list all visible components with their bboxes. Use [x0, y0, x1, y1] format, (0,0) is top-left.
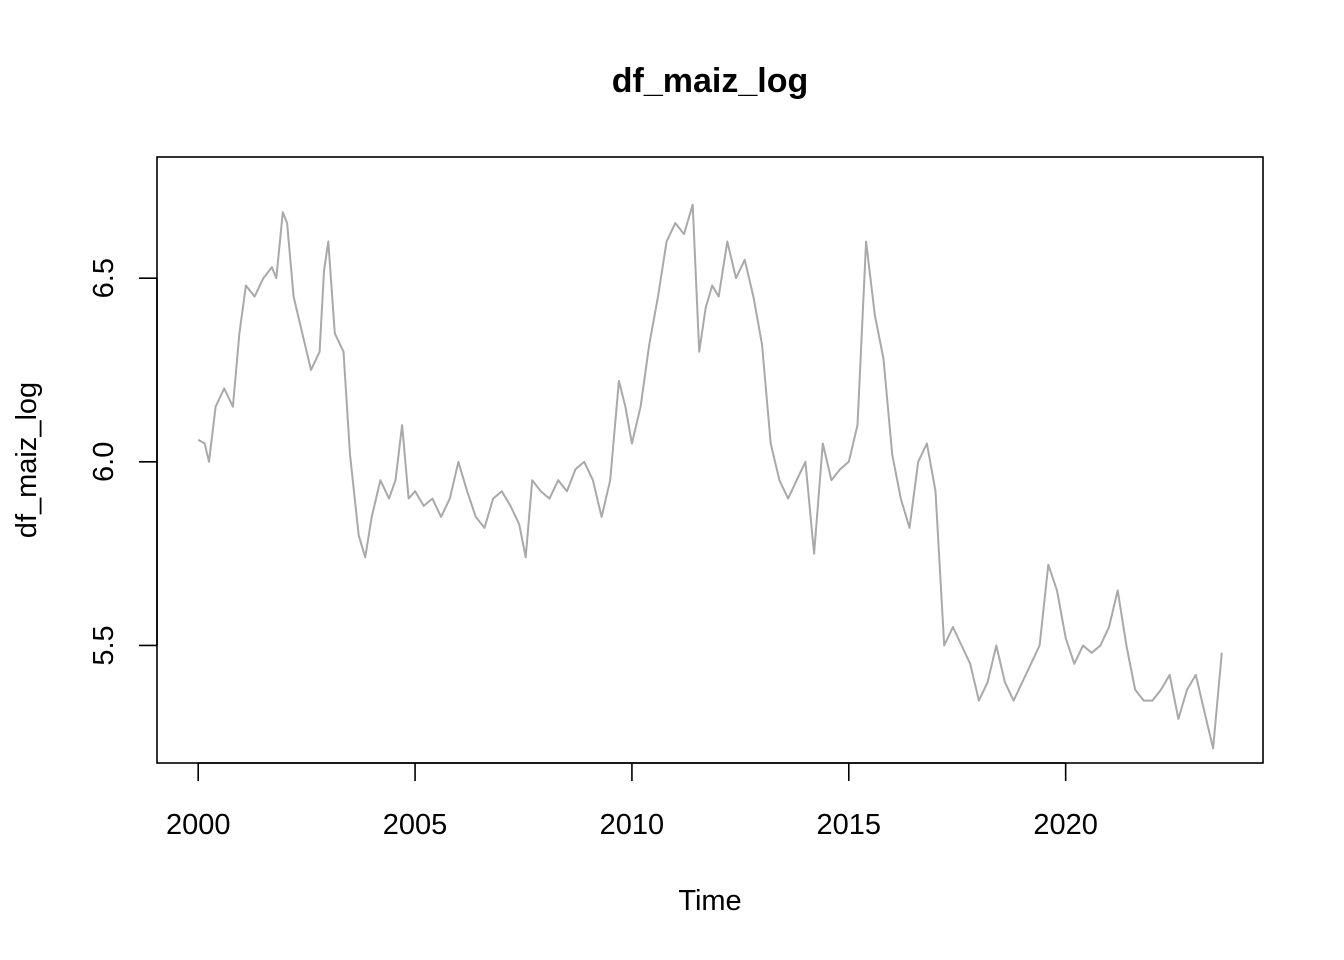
- plot-frame: [156, 156, 1264, 764]
- x-tick-label: 2000: [166, 809, 231, 841]
- x-tick-label: 2020: [1033, 809, 1098, 841]
- series-line: [197, 203, 1223, 750]
- y-tick-label: 6.0: [88, 442, 120, 482]
- x-axis-label: Time: [678, 885, 741, 917]
- y-axis: 5.5 6.0 6.5: [88, 258, 158, 666]
- x-tick-label: 2015: [817, 809, 882, 841]
- y-axis-label: df_maiz_log: [11, 382, 43, 538]
- x-axis: 2000 2005 2010 2015 2020: [166, 762, 1098, 841]
- plot-area: [197, 203, 1223, 750]
- y-tick-label: 5.5: [88, 625, 120, 665]
- x-tick-label: 2005: [383, 809, 448, 841]
- chart-title: df_maiz_log: [612, 62, 808, 100]
- y-tick-label: 6.5: [88, 258, 120, 298]
- x-tick-label: 2010: [600, 809, 665, 841]
